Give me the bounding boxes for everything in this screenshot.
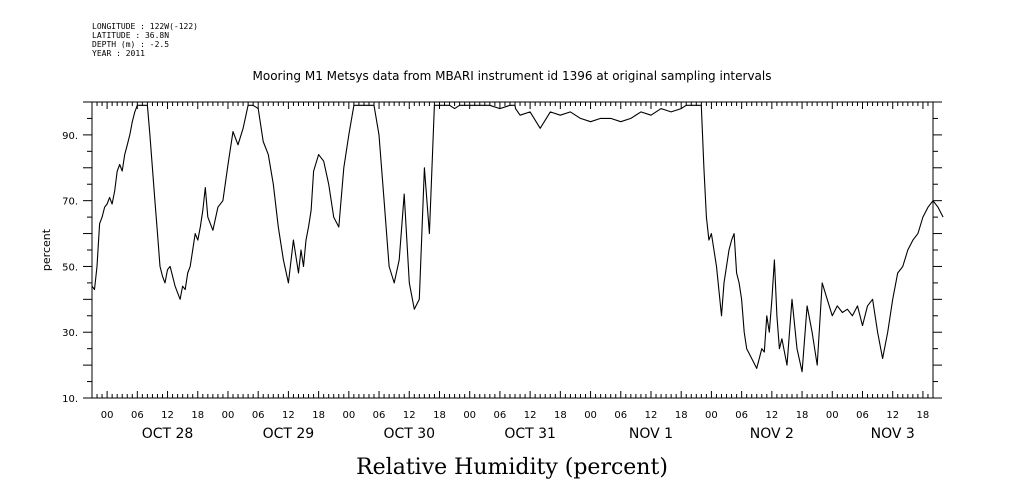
mooring-metadata: LONGITUDE : 122W(-122) LATITUDE : 36.8N …	[92, 22, 198, 58]
x-hour-label: 18	[675, 410, 688, 421]
x-hour-label: 12	[282, 410, 295, 421]
x-hour-label: 06	[856, 410, 869, 421]
x-day-label: OCT 30	[383, 426, 435, 442]
depth-text: DEPTH (m) : -2.5	[92, 40, 170, 49]
x-day-label: NOV 1	[629, 426, 673, 442]
x-hour-label: 12	[524, 410, 537, 421]
y-axis-label: percent	[40, 228, 53, 271]
latitude-text: LATITUDE : 36.8N	[92, 31, 170, 40]
y-tick-label: 30.	[62, 328, 78, 339]
x-hour-label: 12	[161, 410, 174, 421]
x-hour-label: 12	[403, 410, 416, 421]
x-hour-label: 18	[554, 410, 567, 421]
x-day-label: OCT 28	[142, 426, 194, 442]
x-hour-label: 00	[222, 410, 235, 421]
x-hour-label: 00	[101, 410, 114, 421]
x-day-label: NOV 3	[871, 426, 915, 442]
x-hour-label: 18	[433, 410, 446, 421]
y-tick-label: 50.	[62, 262, 78, 273]
x-hour-label: 12	[765, 410, 778, 421]
plot-area	[91, 104, 944, 373]
year-text: YEAR : 2011	[92, 49, 145, 58]
x-hour-label: 12	[886, 410, 899, 421]
x-hour-label: 00	[584, 410, 597, 421]
x-hour-label: 00	[342, 410, 355, 421]
x-hour-label: 18	[191, 410, 204, 421]
axes-group: 10. 30. 50. 70. 90. 00 06 12 18 00 06 12 18 00 06 12 18 0…	[62, 101, 942, 442]
x-hour-label: 18	[917, 410, 930, 421]
x-hour-label: 06	[614, 410, 627, 421]
y-tick-label: 90.	[62, 131, 78, 142]
x-hour-label: 00	[705, 410, 718, 421]
x-hour-label: 00	[826, 410, 839, 421]
x-hour-label: 06	[494, 410, 507, 421]
humidity-series-line	[91, 104, 944, 373]
y-tick-label: 10.	[62, 394, 78, 405]
x-hour-label: 12	[645, 410, 658, 421]
x-hour-label: 00	[463, 410, 476, 421]
x-hour-label: 06	[373, 410, 386, 421]
x-hour-label: 06	[252, 410, 265, 421]
x-hour-label: 18	[312, 410, 325, 421]
x-hour-label: 06	[131, 410, 144, 421]
x-axis-label: Relative Humidity (percent)	[356, 455, 668, 480]
x-day-label: NOV 2	[750, 426, 794, 442]
plot-frame	[91, 101, 934, 399]
chart-title: Mooring M1 Metsys data from MBARI instru…	[253, 69, 772, 83]
x-hour-label: 06	[735, 410, 748, 421]
x-hour-label: 18	[796, 410, 809, 421]
x-day-label: OCT 29	[263, 426, 315, 442]
y-tick-label: 70.	[62, 197, 78, 208]
longitude-text: LONGITUDE : 122W(-122)	[92, 22, 198, 31]
x-day-label: OCT 31	[504, 426, 556, 442]
